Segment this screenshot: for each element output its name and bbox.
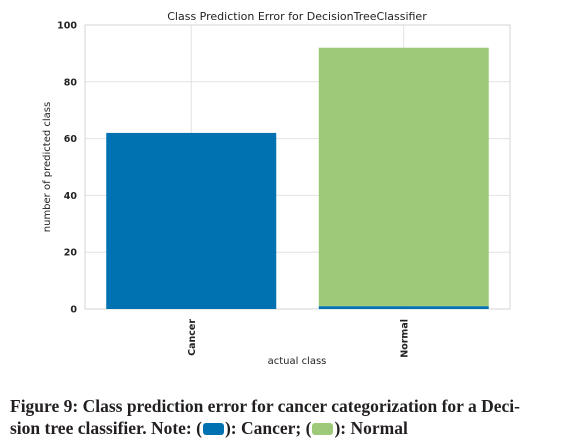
y-axis-ticks: 0 20 40 60 80 100 xyxy=(57,21,77,316)
cancer-swatch xyxy=(202,423,224,435)
y-tick-label: 60 xyxy=(64,134,78,145)
figure-caption: Figure 9: Class prediction error for can… xyxy=(10,395,555,439)
x-axis-label: actual class xyxy=(268,356,327,367)
chart-title: Class Prediction Error for DecisionTreeC… xyxy=(167,10,427,23)
bars xyxy=(106,47,489,309)
y-tick-label: 100 xyxy=(57,21,77,32)
bar-cancer-cancer xyxy=(106,132,277,309)
y-tick-label: 20 xyxy=(64,248,78,259)
bar-normal-cancer xyxy=(318,306,489,309)
y-tick-label: 80 xyxy=(64,77,78,88)
caption-line-1: Figure 9: Class prediction error for can… xyxy=(10,396,520,416)
y-axis-label: number of predicted class xyxy=(42,102,53,232)
x-tick-label: Normal xyxy=(399,319,410,358)
normal-swatch xyxy=(312,423,334,435)
bar-normal-normal xyxy=(318,47,489,307)
y-tick-label: 40 xyxy=(64,191,78,202)
bar-chart: 0 20 40 60 80 100 Cancer Normal Class Predicti… xyxy=(42,10,511,367)
caption-line-2-a: sion tree classifier. Note: ( xyxy=(10,418,202,438)
caption-line-2-c: ): Normal xyxy=(334,418,408,438)
x-axis-ticks: Cancer Normal xyxy=(187,319,411,358)
x-tick-label: Cancer xyxy=(187,319,198,356)
y-tick-label: 0 xyxy=(70,305,77,316)
caption-line-2-b: ): Cancer; ( xyxy=(224,418,312,438)
plot-frame xyxy=(84,24,511,310)
